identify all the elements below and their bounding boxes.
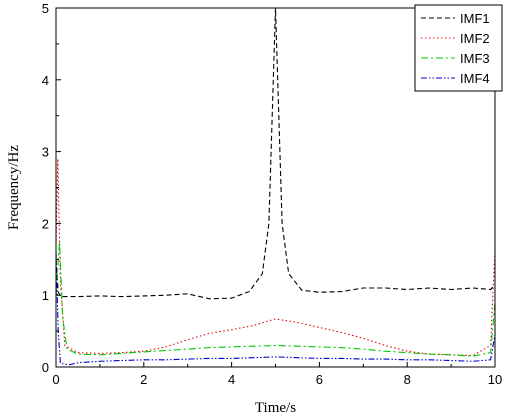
y-axis: 0 1 2 3 4 5	[42, 1, 61, 375]
series-line-imf3	[55, 241, 496, 357]
legend-label: IMF4	[460, 71, 490, 86]
series-line-imf1	[55, 7, 496, 300]
x-tick-label: 2	[140, 372, 147, 387]
y-tick-label: 1	[42, 288, 49, 303]
x-tick-label: 4	[228, 372, 235, 387]
y-tick-label: 5	[42, 1, 49, 16]
legend: IMF1 IMF2 IMF3 IMF4	[414, 4, 503, 92]
x-tick-label: 6	[316, 372, 323, 387]
legend-box	[414, 4, 503, 92]
series-line-imf4	[55, 252, 496, 366]
y-tick-label: 2	[42, 216, 49, 231]
x-axis: 0 2 4 6 8 10	[52, 362, 502, 387]
series-line-imf2	[55, 158, 496, 357]
x-tick-label: 0	[52, 372, 59, 387]
y-axis-title: Frequency/Hz	[6, 145, 22, 230]
y-tick-label: 0	[42, 360, 49, 375]
series-layer	[55, 7, 496, 366]
x-axis-title: Time/s	[255, 400, 296, 416]
y-tick-label: 4	[42, 73, 49, 88]
legend-label: IMF3	[460, 51, 490, 66]
legend-label: IMF1	[460, 11, 490, 26]
x-tick-label: 8	[404, 372, 411, 387]
legend-label: IMF2	[460, 31, 490, 46]
y-tick-label: 3	[42, 145, 49, 160]
x-tick-label: 10	[488, 372, 502, 387]
